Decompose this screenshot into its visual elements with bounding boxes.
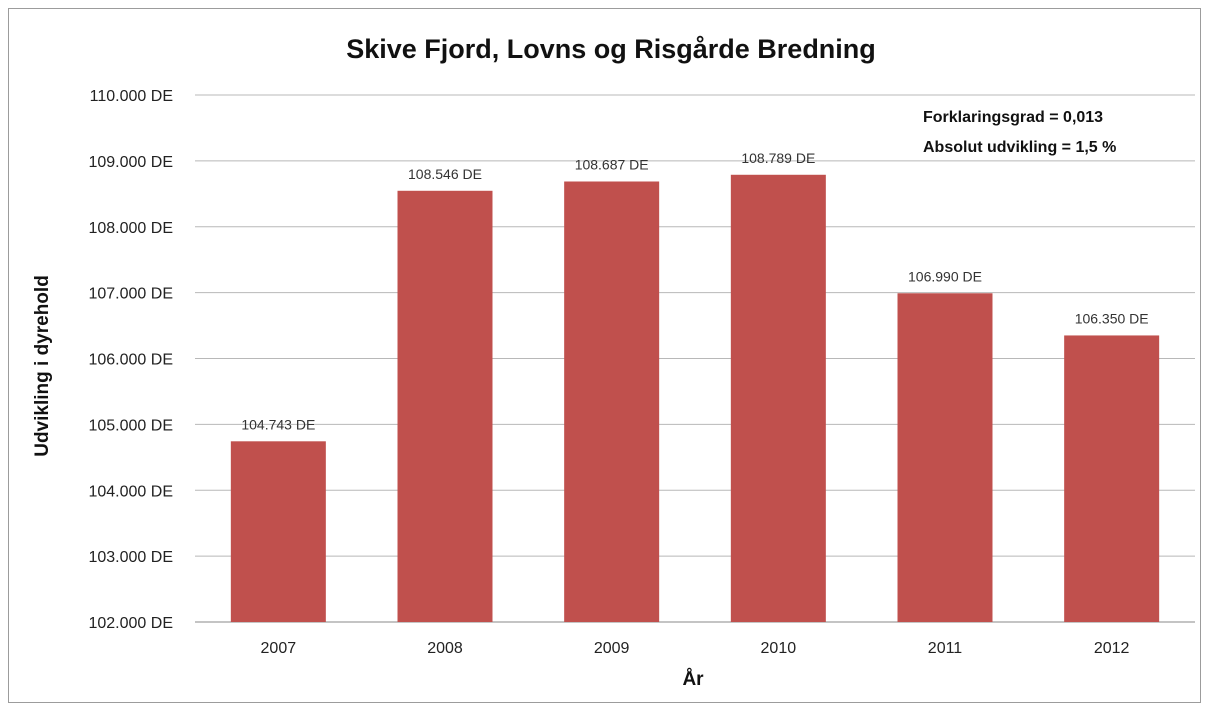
y-tick-label: 103.000 DE (88, 549, 173, 566)
bar-2011 (897, 293, 993, 622)
data-label: 104.743 DE (241, 416, 315, 432)
data-label: 108.546 DE (408, 166, 482, 182)
y-tick-label: 104.000 DE (88, 483, 173, 500)
chart-title: Skive Fjord, Lovns og Risgårde Bredning (346, 34, 876, 64)
data-label: 108.789 DE (741, 150, 815, 166)
bar-2008 (397, 190, 493, 622)
x-tick-label: 2010 (761, 640, 797, 657)
stat-annotation-change: Absolut udvikling = 1,5 % (923, 139, 1116, 156)
bar-2009 (564, 181, 660, 622)
data-labels: 104.743 DE 108.546 DE 108.687 DE 108.789 DE… (241, 150, 1148, 433)
y-tick-label: 105.000 DE (88, 417, 173, 434)
y-tick-label: 108.000 DE (88, 220, 173, 237)
y-axis-ticks: 102.000 DE 103.000 DE 104.000 DE 105.000 DE… (88, 88, 173, 632)
data-label: 106.350 DE (1075, 310, 1149, 326)
y-axis-title: Udvikling i dyrehold (32, 275, 53, 457)
y-tick-label: 102.000 DE (88, 615, 173, 632)
y-tick-label: 106.000 DE (88, 352, 173, 369)
y-tick-label: 107.000 DE (88, 286, 173, 303)
gridlines (195, 94, 1195, 623)
x-tick-label: 2008 (427, 640, 463, 657)
data-label: 106.990 DE (908, 268, 982, 284)
y-tick-label: 109.000 DE (88, 154, 173, 171)
bar-2007 (230, 441, 326, 622)
x-tick-label: 2011 (928, 640, 963, 657)
bars (230, 174, 1160, 622)
data-label: 108.687 DE (575, 156, 649, 172)
bar-2010 (730, 174, 826, 622)
x-tick-label: 2009 (594, 640, 630, 657)
x-tick-label: 2007 (261, 640, 297, 657)
stat-annotation-fit: Forklaringsgrad = 0,013 (923, 109, 1103, 126)
x-tick-label: 2012 (1094, 640, 1130, 657)
y-tick-label: 110.000 DE (90, 88, 173, 105)
x-axis-title: År (682, 669, 704, 690)
x-axis-ticks: 2007 2008 2009 2010 2011 2012 (261, 640, 1130, 657)
bar-2012 (1064, 335, 1160, 622)
